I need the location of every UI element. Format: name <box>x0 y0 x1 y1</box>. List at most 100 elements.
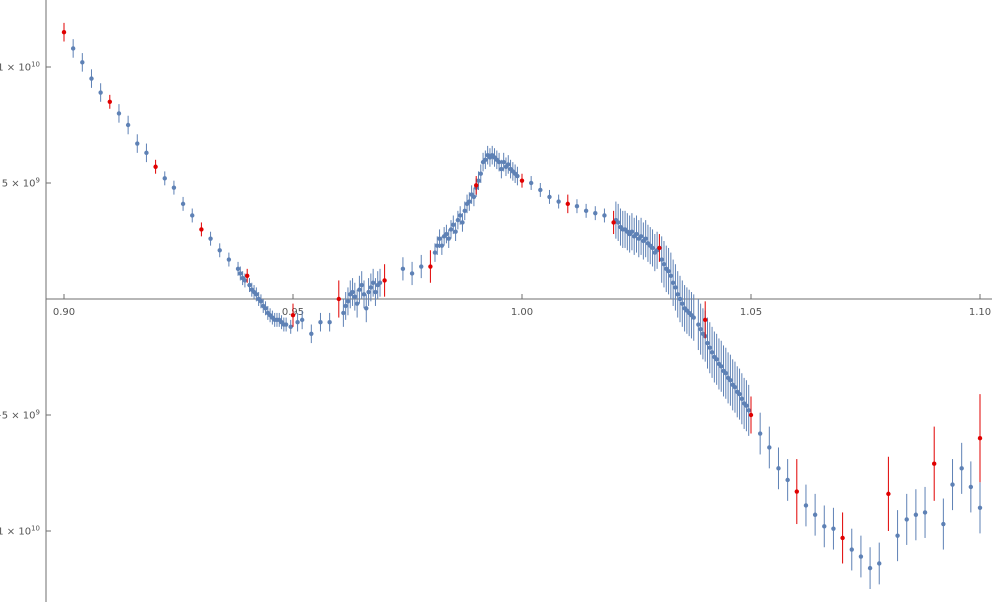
main-point <box>116 111 122 116</box>
axes <box>45 0 992 602</box>
main-point <box>977 505 983 510</box>
y-tick-label-base: −5 × 10 <box>0 411 36 422</box>
main-point <box>767 445 772 450</box>
main-point <box>812 512 818 517</box>
main-point <box>867 565 873 571</box>
main-point <box>361 292 367 297</box>
main-point <box>615 220 621 225</box>
main-point <box>950 482 955 487</box>
main-point <box>125 122 131 128</box>
highlight-point <box>199 227 204 232</box>
main-point <box>691 315 696 320</box>
main-point <box>728 378 733 383</box>
main-point <box>877 561 882 566</box>
x-tick-label: 1.10 <box>969 307 991 318</box>
main-point <box>515 173 520 179</box>
main-point <box>89 76 94 81</box>
y-tick-label-exponent: 10 <box>31 525 40 533</box>
main-point <box>295 320 300 325</box>
main-point <box>455 217 461 223</box>
main-point <box>226 257 232 262</box>
main-point <box>499 166 504 172</box>
main-point <box>299 317 305 323</box>
main-point <box>538 187 543 193</box>
main-point <box>373 289 378 295</box>
main-point <box>858 554 864 559</box>
main-point <box>547 194 552 200</box>
main-point <box>643 236 648 241</box>
highlight-point <box>474 183 479 188</box>
main-point <box>707 345 712 350</box>
main-point <box>283 322 289 327</box>
highlight-point <box>519 178 525 183</box>
main-point <box>650 245 655 251</box>
main-point <box>661 262 667 267</box>
main-point <box>744 403 749 408</box>
x-tick-label: 1.00 <box>511 307 533 318</box>
main-point <box>432 250 438 255</box>
main-point <box>364 306 369 311</box>
main-point <box>439 243 445 248</box>
main-point <box>242 278 248 283</box>
y-tick-label-base: 1 × 10 <box>0 63 31 74</box>
main-point <box>913 512 919 517</box>
highlight-point <box>428 264 433 269</box>
main-point <box>831 526 836 531</box>
main-point <box>666 268 671 274</box>
main-point <box>437 236 442 241</box>
highlight-point <box>290 313 296 318</box>
series-main <box>70 39 983 589</box>
main-point <box>370 280 376 285</box>
main-point <box>677 296 683 302</box>
main-point <box>467 199 472 204</box>
main-point <box>451 222 456 227</box>
y-tick-label-base: 5 × 10 <box>2 179 36 190</box>
main-point <box>263 306 268 311</box>
main-point <box>709 350 715 355</box>
main-point <box>359 282 364 288</box>
main-point <box>247 282 252 288</box>
main-point <box>776 466 781 471</box>
main-point <box>419 264 424 269</box>
main-point <box>343 303 348 309</box>
main-point <box>435 243 440 248</box>
highlight-point <box>794 489 799 494</box>
highlight-point <box>932 461 937 466</box>
main-point <box>895 533 900 538</box>
main-point <box>98 90 103 95</box>
y-tick-label-exponent: 9 <box>36 177 40 185</box>
main-point <box>446 236 451 241</box>
main-point <box>190 213 195 218</box>
series-highlight <box>61 22 983 564</box>
highlight-point <box>886 491 891 497</box>
main-point <box>238 271 243 276</box>
highlight-point <box>565 201 570 207</box>
main-point <box>803 503 809 508</box>
main-point <box>698 326 703 332</box>
main-point <box>593 210 598 216</box>
highlight-point <box>748 412 754 418</box>
y-tick-label-exponent: 9 <box>36 409 40 417</box>
main-point <box>478 171 483 176</box>
main-point <box>448 227 454 232</box>
main-point <box>135 141 140 146</box>
main-point <box>629 229 635 234</box>
main-point <box>345 299 351 304</box>
main-point <box>968 484 974 490</box>
highlight-point <box>61 30 67 35</box>
y-tick-label-base: −1 × 10 <box>0 527 31 538</box>
main-point <box>235 266 241 272</box>
main-point <box>288 324 293 330</box>
highlight-point <box>153 164 158 169</box>
highlight-point <box>336 296 341 302</box>
main-point <box>318 320 323 325</box>
main-point <box>719 364 724 369</box>
main-point <box>574 204 580 209</box>
highlight-point <box>977 436 983 441</box>
highlight-point <box>703 317 708 323</box>
main-point <box>746 408 751 413</box>
y-tick-label: −1 × 1010 <box>0 525 40 538</box>
main-point <box>528 180 534 186</box>
main-point <box>732 384 738 390</box>
main-point <box>785 477 790 483</box>
